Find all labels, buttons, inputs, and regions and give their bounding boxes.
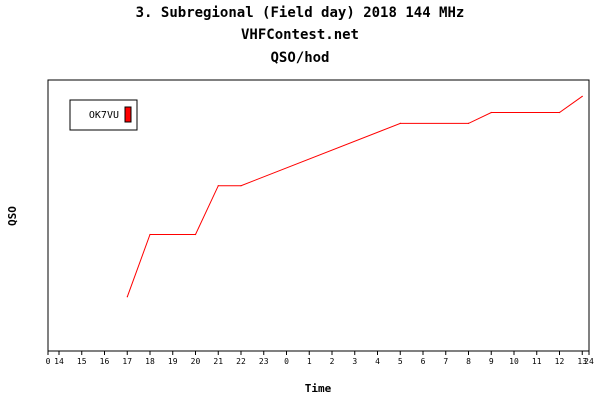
series-line-ok7vu (126, 95, 583, 297)
x-tick-label: 3 (352, 357, 357, 366)
x-tick-label: 14 (54, 357, 64, 366)
x-tick-label: 19 (168, 357, 178, 366)
x-tick-label: 1 (307, 357, 312, 366)
x-tick-label: 21 (213, 357, 223, 366)
x-tick-label: 15 (77, 357, 87, 366)
data-point (399, 122, 401, 124)
x-tick-label: 0 (46, 357, 51, 366)
legend: OK7VU (69, 99, 138, 131)
x-axis-ticks: 0 14 15 16 17 18 19 20 21 22 23 0 1 2 3 4 5 6 7 8 9 10 11 12 132… (46, 351, 594, 366)
data-point (194, 233, 197, 236)
x-tick-label: 7 (443, 357, 448, 366)
legend-swatch (124, 106, 132, 123)
x-tick-label: 20 (191, 357, 201, 366)
x-tick-label: 22 (236, 357, 246, 366)
data-point (467, 122, 470, 124)
x-tick-label: 8 (466, 357, 471, 366)
chart-subtitle-site: VHFContest.net (240, 27, 359, 43)
chart-title: 3. Subregional (Field day) 2018 144 MHz (135, 5, 465, 21)
data-point (240, 185, 242, 187)
x-tick-label: 23 (259, 357, 269, 366)
data-point (558, 111, 561, 114)
data-point (490, 111, 492, 114)
x-tick-label: 13 (577, 357, 587, 366)
x-tick-label: 4 (375, 357, 380, 366)
x-tick-label: 6 (421, 357, 426, 366)
plot-area (47, 79, 590, 352)
series-lines (126, 95, 583, 298)
x-tick-label: 11 (532, 357, 542, 366)
x-tick-label: 0 (284, 357, 289, 366)
x-tick-label: 18 (145, 357, 155, 366)
x-tick-label: 10 (509, 357, 519, 366)
x-tick-label: 2 (330, 357, 335, 366)
legend-label: OK7VU (89, 110, 119, 121)
data-point (149, 233, 151, 236)
data-point (581, 95, 583, 97)
x-tick-label: 5 (398, 357, 403, 366)
x-tick-label: 9 (489, 357, 494, 366)
x-tick-label: 17 (122, 357, 132, 366)
x-tick-label: 12 (555, 357, 565, 366)
chart-subtitle-metric: QSO/hod (270, 50, 330, 66)
x-axis-label: Time (305, 382, 332, 395)
data-point (126, 296, 128, 298)
x-tick-label: 24 (584, 357, 594, 366)
data-point (217, 185, 219, 187)
x-tick-label: 16 (100, 357, 110, 366)
y-axis-label: QSO (6, 206, 19, 226)
